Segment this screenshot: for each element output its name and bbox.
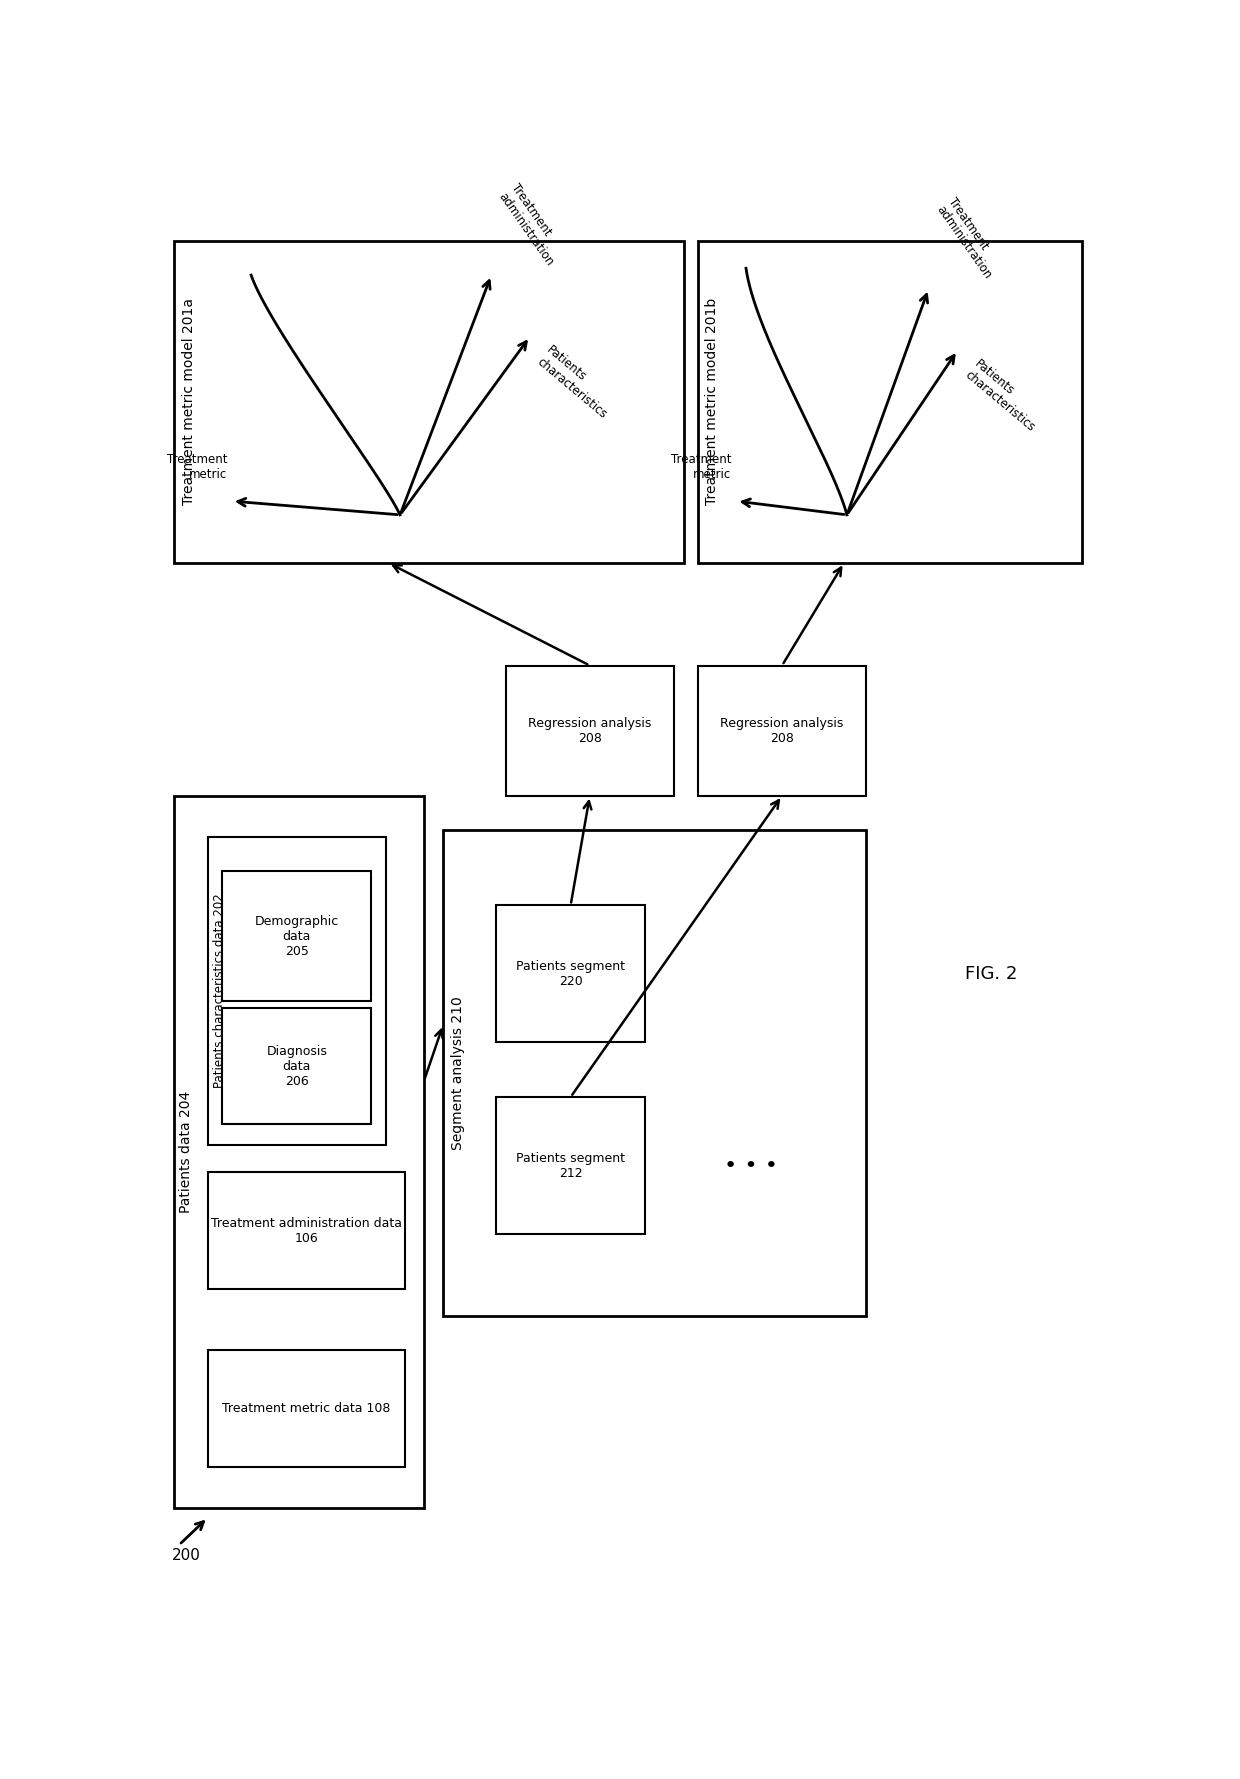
FancyBboxPatch shape	[698, 665, 866, 795]
Text: Demographic
data
205: Demographic data 205	[254, 914, 339, 957]
Text: Patients segment
212: Patients segment 212	[516, 1151, 625, 1179]
Text: Patients
characteristics: Patients characteristics	[962, 358, 1047, 434]
Text: Segment analysis 210: Segment analysis 210	[450, 996, 465, 1149]
FancyBboxPatch shape	[698, 240, 1083, 562]
Text: • • •: • • •	[724, 1156, 777, 1176]
FancyBboxPatch shape	[496, 1098, 645, 1235]
Text: Patients characteristics data 202: Patients characteristics data 202	[213, 893, 226, 1089]
FancyBboxPatch shape	[208, 836, 386, 1146]
Text: Treatment
administration: Treatment administration	[934, 196, 1006, 281]
Text: Treatment administration data
106: Treatment administration data 106	[211, 1217, 402, 1245]
Text: Regression analysis
208: Regression analysis 208	[720, 717, 843, 745]
Text: Patients data 204: Patients data 204	[179, 1091, 192, 1213]
FancyBboxPatch shape	[444, 829, 866, 1316]
Text: Regression analysis
208: Regression analysis 208	[528, 717, 651, 745]
Text: Treatment
administration: Treatment administration	[496, 181, 569, 269]
Text: Treatment metric data 108: Treatment metric data 108	[222, 1402, 391, 1414]
Text: Patients segment
220: Patients segment 220	[516, 959, 625, 987]
Text: Treatment
metric: Treatment metric	[671, 452, 732, 480]
Text: FIG. 2: FIG. 2	[965, 964, 1017, 982]
FancyBboxPatch shape	[222, 872, 371, 1002]
FancyBboxPatch shape	[496, 906, 645, 1042]
Text: Treatment metric model 201a: Treatment metric model 201a	[181, 299, 196, 505]
FancyBboxPatch shape	[174, 795, 424, 1509]
FancyBboxPatch shape	[506, 665, 675, 795]
Text: 200: 200	[172, 1548, 201, 1562]
FancyBboxPatch shape	[208, 1350, 404, 1468]
Text: Treatment metric model 201b: Treatment metric model 201b	[706, 299, 719, 505]
FancyBboxPatch shape	[208, 1172, 404, 1288]
Text: Treatment
metric: Treatment metric	[166, 452, 227, 480]
FancyBboxPatch shape	[174, 240, 683, 562]
Text: Diagnosis
data
206: Diagnosis data 206	[267, 1044, 327, 1087]
FancyBboxPatch shape	[222, 1009, 371, 1124]
Text: Patients
characteristics: Patients characteristics	[534, 343, 619, 422]
